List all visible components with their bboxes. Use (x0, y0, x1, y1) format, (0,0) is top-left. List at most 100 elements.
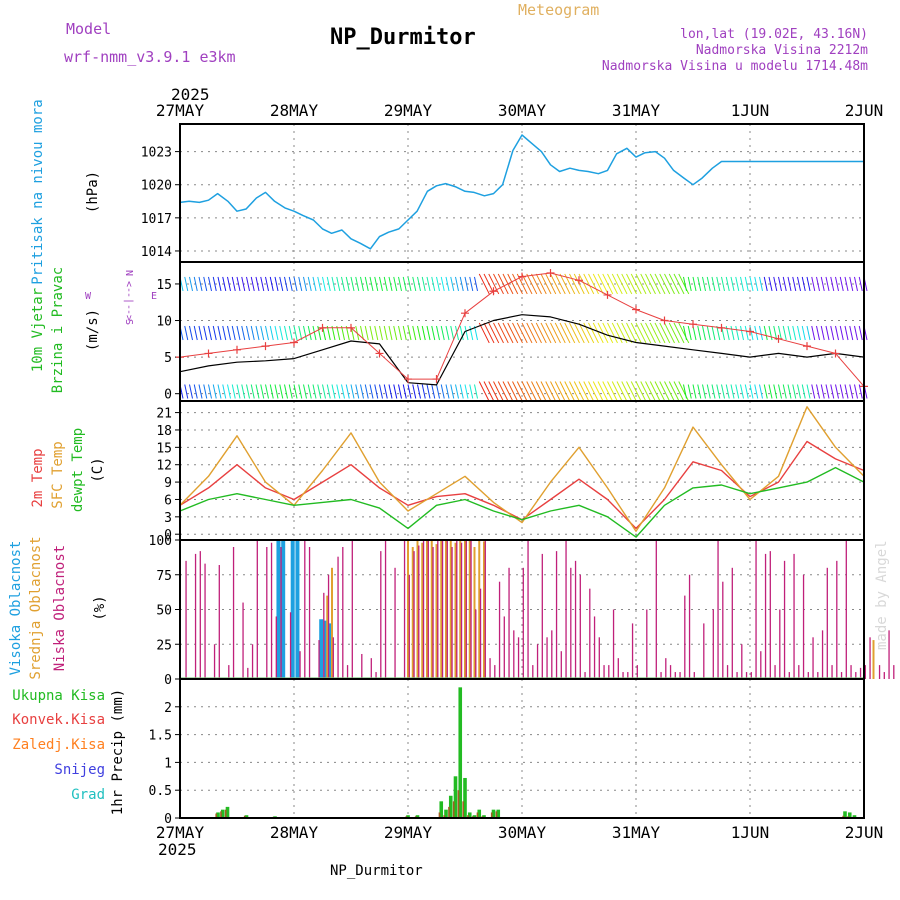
wind-barb-0 (763, 276, 768, 292)
wind-barb-2 (464, 384, 469, 399)
wind-barb-1 (189, 325, 193, 341)
year-top: 2025 (171, 85, 210, 104)
wind-barb-0 (236, 276, 241, 292)
precip-total-bar (852, 815, 857, 818)
wind-barb-0 (554, 273, 566, 295)
wind-barb-1 (692, 325, 697, 341)
wind-barb-0 (203, 276, 208, 292)
wind-barb-2 (417, 384, 421, 399)
wind-barb-1 (569, 322, 580, 344)
wind-unit: (m/s) (85, 309, 101, 351)
wind-barb-0 (830, 276, 835, 292)
precip-conv-bar (448, 806, 450, 818)
precip-conv-bar (462, 801, 464, 818)
wind-barb-1 (635, 322, 647, 344)
wind-barb-2 (393, 384, 398, 399)
wind-barb-0 (545, 273, 557, 295)
wind-barb-1 (388, 325, 393, 341)
meteogram-subtitle: Meteogram (518, 1, 599, 19)
x-label-top: 29MAY (384, 101, 433, 120)
wind-barb-1 (364, 325, 369, 341)
wind-barb-0 (516, 273, 528, 295)
wind-barb-2 (516, 381, 528, 402)
wind-barb-2 (659, 381, 671, 402)
wind-barb-0 (816, 276, 820, 292)
precip-total-bar (458, 687, 463, 818)
precip-total-bar (444, 809, 448, 818)
wind-barb-2 (345, 384, 350, 399)
wind-barb-2 (322, 384, 326, 399)
wind-barb-2 (236, 384, 241, 399)
wind-barb-0 (455, 276, 459, 292)
wind-barb-2 (535, 381, 547, 402)
wind-barb-1 (312, 325, 317, 341)
wind-barb-2 (288, 384, 293, 399)
wind-barb-0 (241, 276, 246, 292)
wind-barb-0 (711, 276, 716, 292)
wind-barb-1 (844, 325, 849, 341)
wind-barb-2 (227, 384, 231, 399)
wind-barb-2 (607, 381, 618, 402)
precip-conv-bar (438, 812, 441, 818)
wind-barb-1 (858, 325, 863, 341)
wind-barb-1 (193, 325, 198, 341)
wind-barb-1 (550, 322, 561, 344)
wind-barb-1 (307, 325, 312, 341)
wind-barb-0 (526, 273, 538, 295)
x-label-bottom: 29MAY (384, 823, 433, 842)
wind-barb-1 (236, 325, 241, 341)
wind-barb-2 (208, 384, 212, 399)
wind-barb-2 (583, 381, 595, 402)
precip-total-bar (472, 815, 477, 818)
wind-barb-2 (763, 384, 768, 399)
wind-barb-1 (450, 325, 455, 341)
wind-barb-1 (602, 322, 614, 344)
wind-barb-2 (198, 384, 203, 399)
wind-barb-0 (621, 273, 633, 295)
wind-gust-marker (660, 316, 669, 325)
wind-barb-1 (735, 325, 740, 341)
cloud-high-title: Visoka Oblacnost (8, 541, 24, 676)
wind-gust-marker (774, 334, 783, 343)
wind-barb-2 (649, 381, 661, 402)
precip-total-bar (491, 809, 496, 818)
wind-barb-1 (716, 325, 721, 341)
wind-barb-0 (317, 276, 322, 292)
wind-barb-1 (744, 325, 749, 341)
cloud-ytick-label: 100 (149, 534, 172, 549)
wind-barb-0 (326, 276, 331, 292)
wind-gust-marker (261, 342, 270, 351)
wind-barb-2 (778, 384, 782, 399)
wind-barb-2 (683, 384, 687, 399)
wind-barb-1 (830, 325, 835, 341)
wind-barb-2 (730, 384, 735, 399)
wind-barb-0 (298, 276, 303, 292)
wind-barb-2 (269, 384, 274, 399)
wind-barb-2 (246, 384, 250, 399)
temp-sfc-title: SFC Temp (50, 441, 66, 508)
wind-barb-2 (512, 381, 523, 402)
wind-barb-0 (459, 276, 464, 292)
wind-barb-0 (322, 276, 326, 292)
x-label-bottom: 1JUN (731, 823, 770, 842)
pressure-unit: (hPa) (85, 171, 101, 213)
wind-barb-0 (450, 276, 455, 292)
wind-barb-2 (303, 384, 307, 399)
wind-barb-1 (250, 325, 255, 341)
wind-barb-1 (222, 325, 227, 341)
wind-barb-2 (640, 381, 652, 402)
elevation-label: Nadmorska Visina 2212m (696, 43, 868, 58)
wind-barb-1 (455, 325, 459, 341)
wind-barb-2 (341, 384, 345, 399)
wind-ytick-label: 15 (156, 278, 172, 293)
wind-barb-0 (592, 273, 604, 295)
wind-barb-2 (521, 381, 533, 402)
temp-dew-title: dewpt Temp (70, 428, 86, 512)
model-name: wrf-nmm_v3.9.1 e3km (64, 48, 236, 66)
wind-barb-1 (607, 322, 618, 344)
wind-barb-0 (569, 273, 580, 295)
wind-plot: 0 5 10 15 (156, 261, 868, 403)
wind-barb-1 (231, 325, 236, 341)
precip-total-bar (482, 815, 486, 818)
wind-barb-1 (668, 322, 680, 344)
